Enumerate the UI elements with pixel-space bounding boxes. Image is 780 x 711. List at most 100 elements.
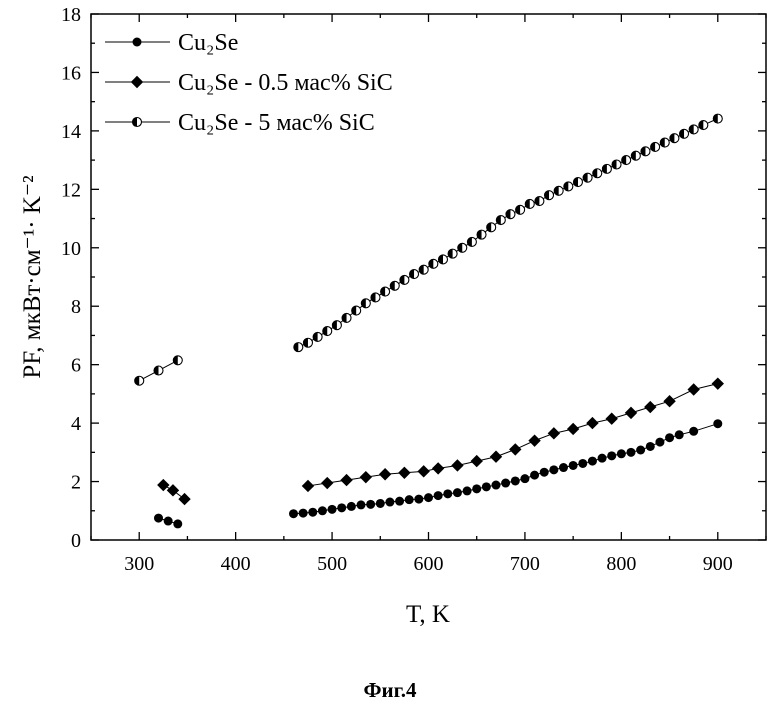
data-point: [154, 366, 163, 375]
data-point: [385, 498, 394, 507]
y-tick-label: 2: [71, 472, 81, 494]
data-point: [548, 427, 560, 439]
data-point: [598, 454, 607, 463]
data-point: [583, 173, 592, 182]
x-tick-label: 900: [703, 553, 733, 575]
data-point: [612, 160, 621, 169]
figure-caption: Фиг.4: [0, 678, 780, 703]
y-tick-label: 14: [61, 121, 81, 143]
data-point: [712, 377, 724, 389]
data-point: [663, 395, 675, 407]
data-point: [578, 459, 587, 468]
data-point: [545, 191, 554, 200]
data-point: [525, 199, 534, 208]
y-tick-label: 8: [71, 296, 81, 318]
data-point: [631, 151, 640, 160]
data-point: [509, 443, 521, 455]
data-point: [357, 500, 366, 509]
data-point: [299, 509, 308, 518]
series-2: [135, 114, 723, 385]
data-point: [432, 462, 444, 474]
data-point: [607, 451, 616, 460]
data-point: [713, 419, 722, 428]
data-point: [361, 299, 370, 308]
data-point: [410, 270, 419, 279]
data-point: [625, 407, 637, 419]
y-tick-label: 12: [61, 179, 81, 201]
data-point: [419, 265, 428, 274]
data-point: [606, 413, 618, 425]
legend-marker: [133, 38, 142, 47]
data-point: [337, 503, 346, 512]
data-point: [308, 508, 317, 517]
data-point: [302, 480, 314, 492]
data-point: [573, 178, 582, 187]
x-tick-label: 700: [510, 553, 540, 575]
data-point: [173, 356, 182, 365]
data-point: [586, 417, 598, 429]
data-point: [520, 474, 529, 483]
data-point: [294, 343, 303, 352]
data-point: [622, 156, 631, 165]
legend-label: Cu₂Se - 0.5 мас% SiC: [178, 70, 393, 96]
data-point: [528, 434, 540, 446]
legend-item: Cu₂Se: [105, 30, 238, 56]
data-point: [458, 243, 467, 252]
data-point: [405, 495, 414, 504]
data-point: [516, 205, 525, 214]
y-axis-title: PF, мкВт·см⁻¹· K⁻²: [19, 175, 46, 378]
data-point: [164, 517, 173, 526]
data-point: [463, 486, 472, 495]
data-point: [482, 482, 491, 491]
data-point: [588, 457, 597, 466]
data-point: [644, 401, 656, 413]
data-point: [487, 223, 496, 232]
data-point: [713, 114, 722, 123]
data-point: [506, 210, 515, 219]
data-point: [496, 216, 505, 225]
data-point: [687, 383, 699, 395]
data-point: [332, 321, 341, 330]
data-point: [564, 182, 573, 191]
data-point: [472, 484, 481, 493]
data-point: [530, 471, 539, 480]
data-point: [321, 477, 333, 489]
series-line: [308, 384, 718, 486]
data-point: [414, 495, 423, 504]
series-line: [294, 424, 718, 514]
data-point: [323, 327, 332, 336]
data-point: [376, 499, 385, 508]
data-point: [340, 474, 352, 486]
data-point: [424, 493, 433, 502]
x-tick-label: 600: [414, 553, 444, 575]
data-point: [617, 449, 626, 458]
data-point: [395, 497, 404, 506]
data-point: [467, 237, 476, 246]
data-point: [453, 488, 462, 497]
data-point: [636, 445, 645, 454]
data-point: [360, 471, 372, 483]
data-point: [689, 427, 698, 436]
y-tick-label: 6: [71, 355, 81, 377]
data-point: [398, 467, 410, 479]
x-tick-label: 800: [606, 553, 636, 575]
y-tick-label: 16: [61, 62, 81, 84]
data-point: [641, 147, 650, 156]
data-point: [699, 121, 708, 130]
data-point: [651, 142, 660, 151]
data-point: [477, 230, 486, 239]
y-tick-label: 18: [61, 4, 81, 26]
data-point: [328, 505, 337, 514]
data-point: [443, 489, 452, 498]
data-point: [559, 463, 568, 472]
data-point: [646, 442, 655, 451]
data-series: [135, 114, 724, 528]
chart-svg: 300400500600700800900024681012141618 Cu₂…: [0, 0, 780, 660]
data-point: [157, 479, 169, 491]
data-point: [429, 259, 438, 268]
data-point: [135, 376, 144, 385]
x-tick-label: 500: [317, 553, 347, 575]
series-line: [298, 119, 717, 348]
data-point: [549, 465, 558, 474]
legend-label: Cu₂Se - 5 мас% SiC: [178, 110, 375, 136]
